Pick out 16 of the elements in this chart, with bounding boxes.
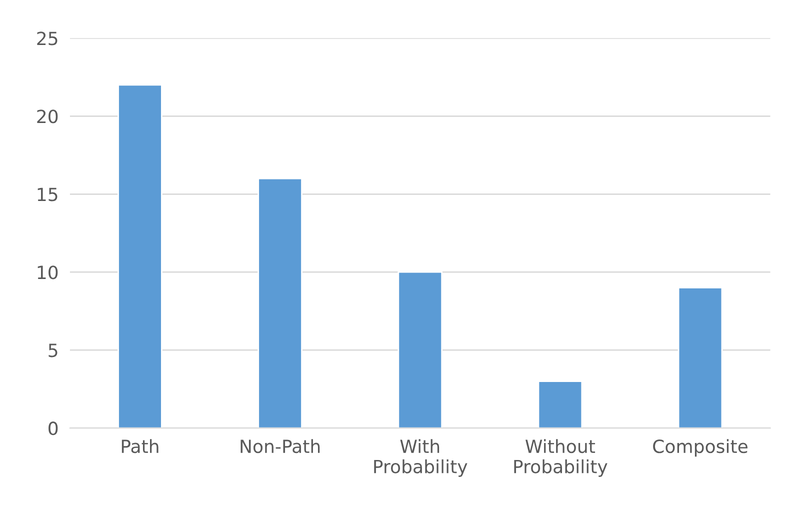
bar — [678, 287, 723, 428]
bar — [118, 84, 162, 428]
x-tick-label: Without Probability — [514, 439, 608, 477]
y-tick-label: 0 — [48, 422, 58, 436]
x-tick-label: Composite — [653, 439, 748, 457]
bar — [398, 271, 443, 428]
y-tick-label: 25 — [37, 32, 58, 46]
bar — [258, 178, 302, 428]
y-tick-label: 20 — [37, 110, 58, 124]
y-tick-label: 5 — [48, 344, 58, 358]
bar — [538, 380, 583, 428]
x-tick-label: Non-Path — [240, 439, 320, 454]
y-tick-label: 15 — [38, 188, 58, 202]
x-tick-label: With Probability — [374, 439, 468, 477]
y-tick-label: 10 — [38, 266, 58, 280]
x-tick-label: Path — [122, 439, 158, 454]
